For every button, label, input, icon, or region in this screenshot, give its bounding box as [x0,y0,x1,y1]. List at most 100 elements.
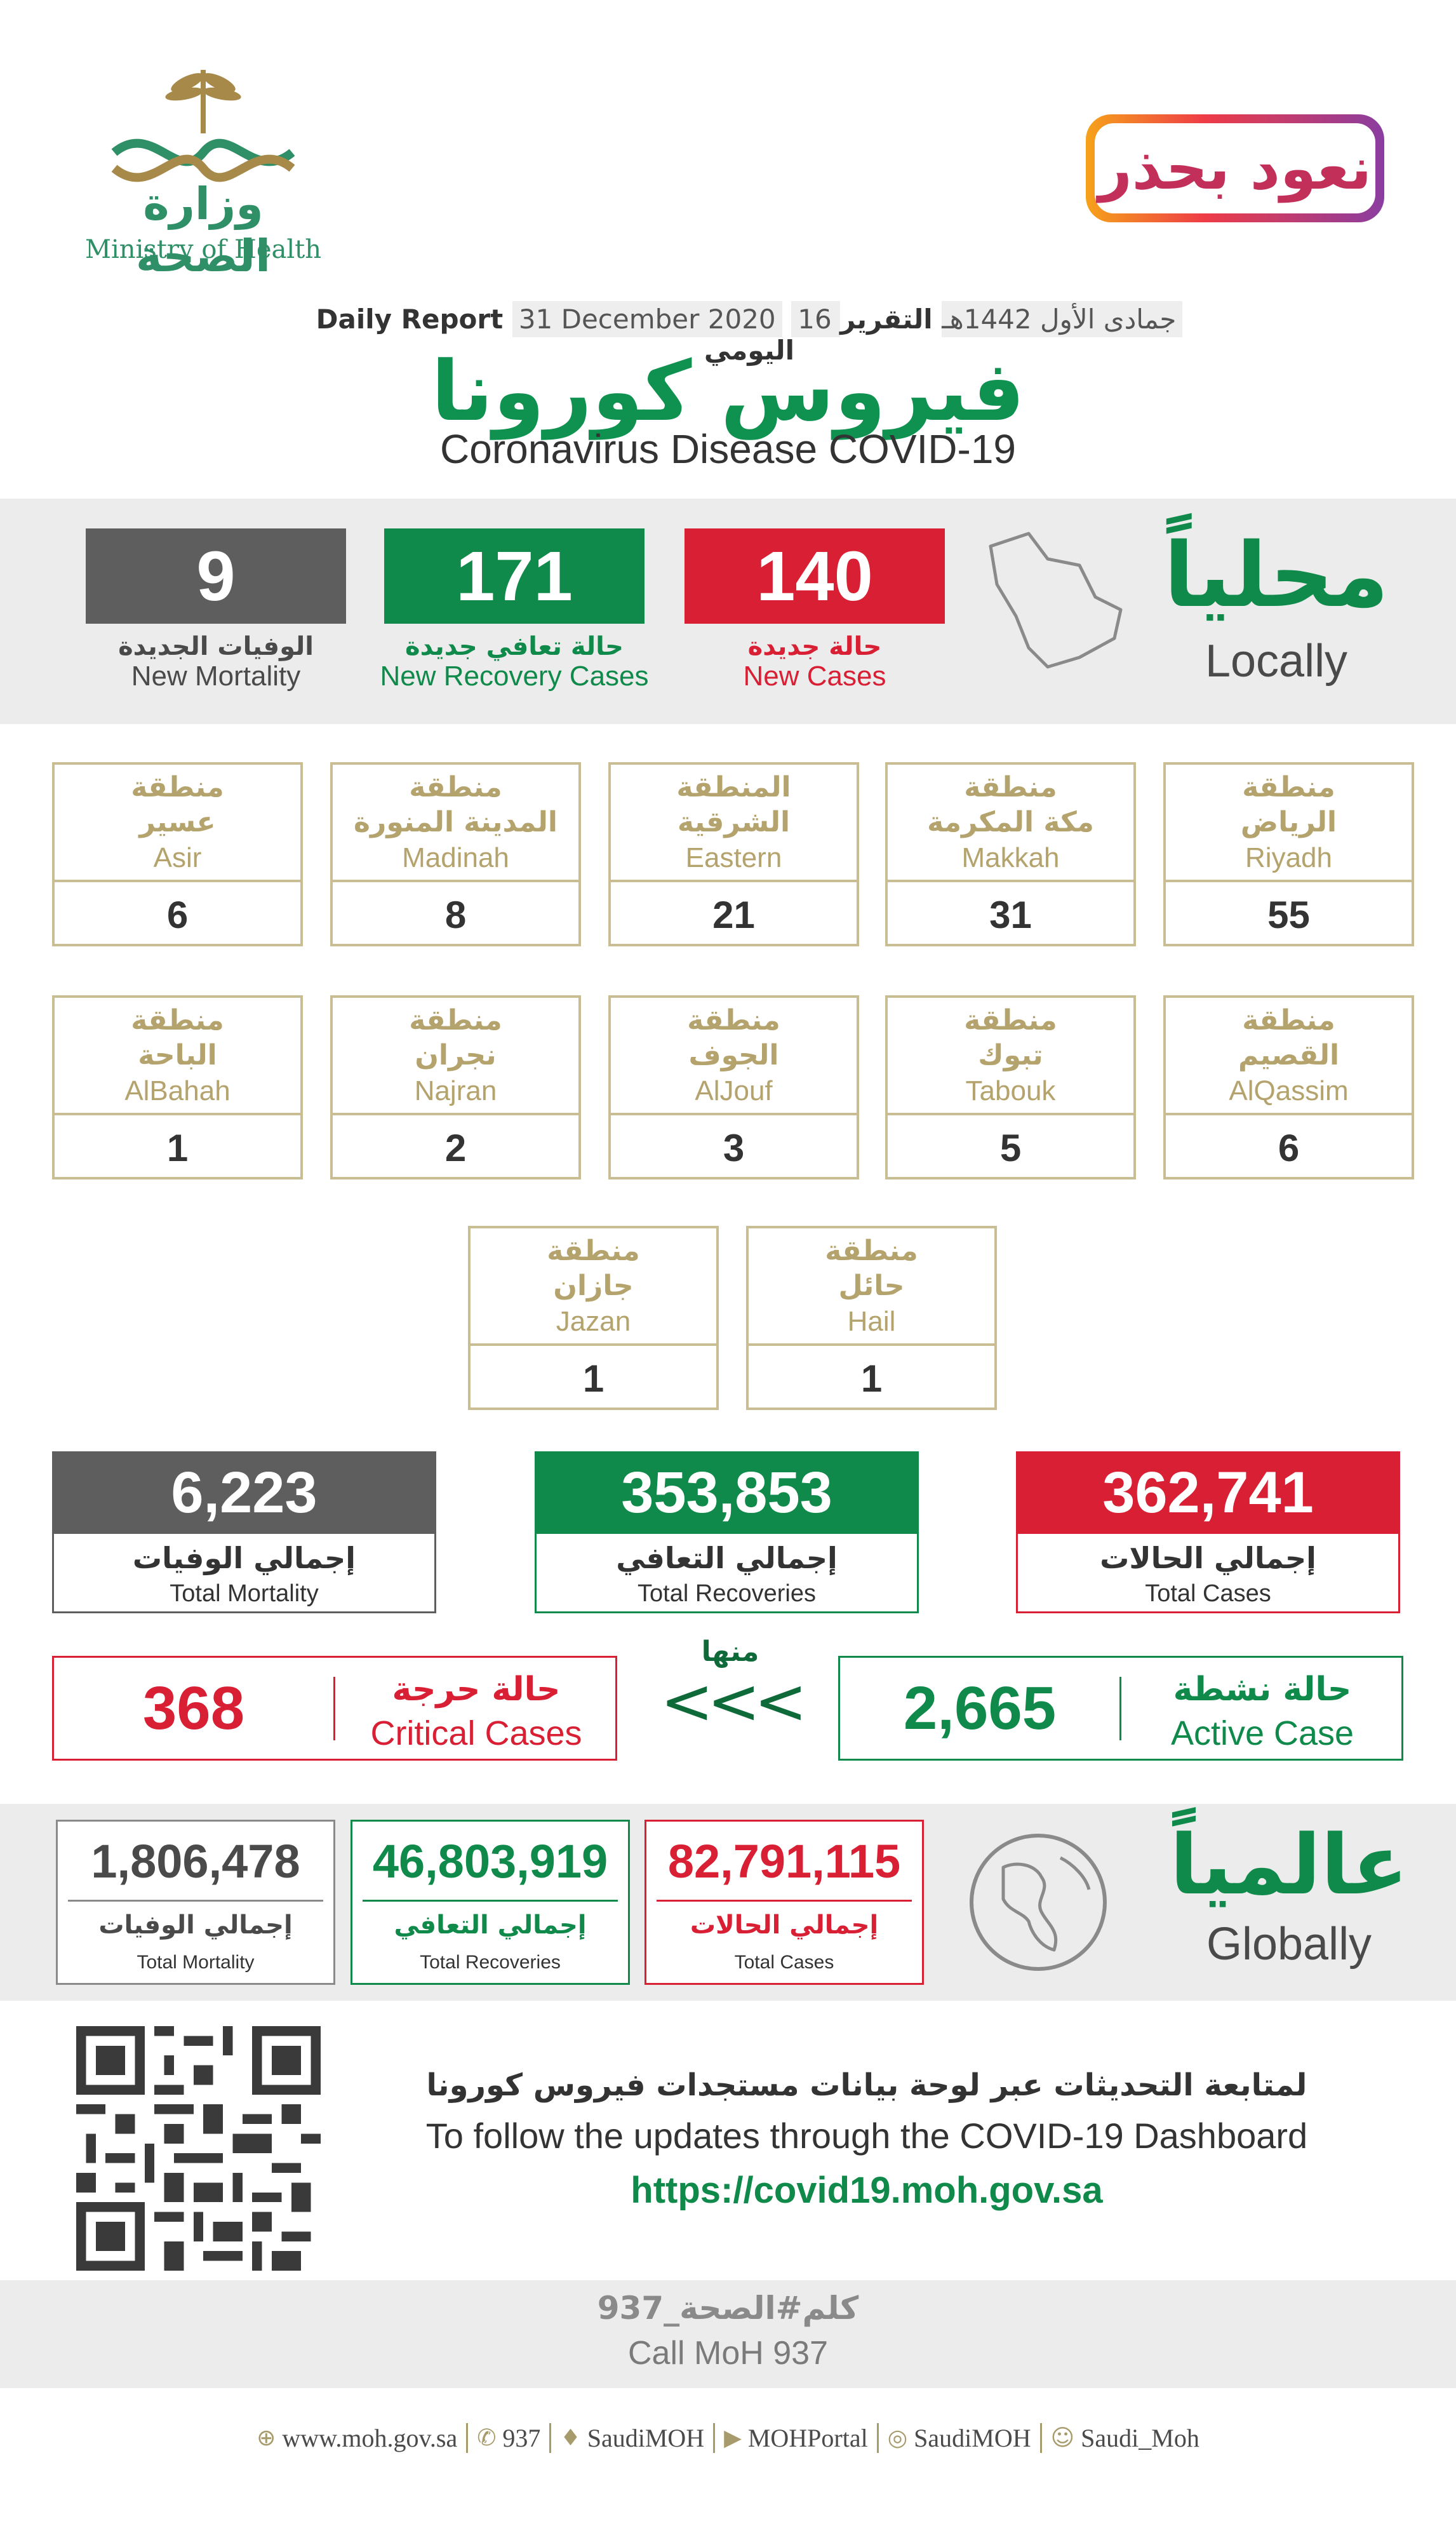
global-recoveries-divider [363,1900,618,1902]
active-cases-card: 2,665 حالة نشطة Active Case [838,1656,1403,1761]
call-hashtag: كلم#الصحة_937 [597,2290,859,2327]
region-header: منطقة المدينة المنورة Madinah [333,765,578,882]
region-name-en: Hail [847,1306,896,1337]
social-link[interactable]: ◎ SaudiMOH [879,2423,1042,2453]
report-label-ar: التقرير اليومي [704,304,933,366]
region-name-ar: القصيم [1238,1039,1340,1072]
social-link[interactable]: ☺ Saudi_Moh [1042,2423,1208,2453]
total-cases-value: 362,741 [1016,1451,1400,1534]
total-recoveries-card: 353,853 إجمالي التعافي Total Recoveries [535,1451,919,1613]
region-name-ar: تبوك [978,1039,1043,1072]
social-link[interactable]: ♦ SaudiMOH [551,2423,716,2453]
new-cases-value: 140 [685,528,945,624]
region-card: منطقة الباحة AlBahah 1 [52,995,303,1179]
global-mortality-label-ar: إجمالي الوفيات [98,1911,293,1940]
new-cases-label-en: New Cases [743,661,886,692]
social-link[interactable]: ⊕ www.moh.gov.sa [248,2423,469,2453]
region-value: 5 [999,1126,1022,1169]
social-link[interactable]: ▶ MOHPortal [715,2423,879,2453]
new-recovery-label-en: New Recovery Cases [380,661,649,692]
region-name-ar: نجران [415,1039,497,1072]
global-recoveries-label-ar: إجمالي التعافي [394,1911,587,1940]
dashboard-text-en: To follow the updates through the COVID-… [425,2116,1308,2156]
region-value: 31 [989,893,1032,936]
social-link-text: SaudiMOH [587,2424,705,2452]
region-name-ar: الرياض [1240,806,1337,838]
global-mortality-card: 1,806,478 إجمالي الوفيات Total Mortality [56,1820,335,1985]
globe-icon [970,1834,1107,1971]
region-name-en: Riyadh [1245,842,1332,873]
critical-divider [333,1677,335,1740]
region-prefix: منطقة [964,771,1057,803]
social-link-text: SaudiMOH [914,2424,1031,2452]
region-header: منطقة تبوك Tabouk [888,998,1133,1115]
call-section [0,2280,1456,2388]
total-recoveries-value: 353,853 [535,1451,919,1534]
region-prefix: منطقة [547,1235,640,1267]
region-header: منطقة عسير Asir [55,765,300,882]
campaign-logo: نعود بحذر [1086,114,1384,222]
region-name-en: AlJouf [695,1075,773,1106]
new-mortality-label-ar: الوفيات الجديدة [118,632,314,661]
social-link[interactable]: ✆ 937 [468,2423,552,2453]
new-mortality-value: 9 [86,528,346,624]
global-mortality-divider [68,1900,323,1902]
saudi-map-icon [989,532,1123,669]
region-header: منطقة القصيم AlQassim [1166,998,1412,1115]
social-link-text: www.moh.gov.sa [282,2424,458,2452]
region-prefix: منطقة [131,771,224,803]
region-value: 6 [1278,1126,1300,1169]
region-prefix: منطقة [1242,1004,1335,1037]
global-recoveries-card: 46,803,919 إجمالي التعافي Total Recoveri… [351,1820,630,1985]
region-card: منطقة المدينة المنورة Madinah 8 [330,762,581,946]
qr-code-icon[interactable] [76,2026,321,2271]
social-link-text: Saudi_Moh [1081,2424,1199,2452]
region-card: منطقة القصيم AlQassim 6 [1163,995,1414,1179]
active-divider [1119,1677,1121,1740]
page-title-en: Coronavirus Disease COVID-19 [440,426,1016,472]
region-prefix: منطقة [409,771,502,803]
region-card: منطقة نجران Najran 2 [330,995,581,1179]
snapchat-icon: ☺ [1050,2425,1075,2451]
region-name-ar: المدينة المنورة [354,806,558,838]
region-prefix: منطقة [131,1004,224,1037]
globally-label-en: Globally [1206,1919,1372,1970]
region-header: منطقة مكة المكرمة Makkah [888,765,1133,882]
new-recovery-value: 171 [384,528,645,624]
region-name-ar: الجوف [688,1039,779,1072]
dashboard-link[interactable]: https://covid19.moh.gov.sa [631,2170,1103,2211]
region-header: منطقة نجران Najran [333,998,578,1115]
total-mortality-value: 6,223 [52,1451,436,1534]
region-name-en: Tabouk [965,1075,1056,1106]
globe-icon: ⊕ [257,2425,276,2451]
ministry-name-en: Ministry of Health [85,235,321,264]
total-mortality-label-en: Total Mortality [170,1580,319,1607]
region-name-ar: الشرقية [677,806,791,838]
youtube-icon: ▶ [724,2425,742,2451]
region-name-en: Madinah [402,842,509,873]
region-name-ar: حائل [838,1270,905,1302]
region-card: منطقة الرياض Riyadh 55 [1163,762,1414,946]
of-which-label: منها [701,1636,759,1668]
region-name-en: AlQassim [1229,1075,1349,1106]
active-cases-value: 2,665 [903,1674,1057,1742]
region-card: منطقة مكة المكرمة Makkah 31 [885,762,1136,946]
region-card: المنطقة الشرقية Eastern 21 [608,762,859,946]
region-value: 1 [860,1357,883,1400]
critical-cases-label-ar: حالة حرجة [392,1670,561,1709]
region-value: 2 [444,1126,467,1169]
region-card: منطقة جازان Jazan 1 [468,1226,719,1410]
region-prefix: منطقة [1242,771,1335,803]
region-value: 3 [723,1126,745,1169]
report-date: 31 December 2020 [512,301,782,337]
region-prefix: منطقة [409,1004,502,1037]
dashboard-text-ar: لمتابعة التحديثات عبر لوحة بيانات مستجدا… [426,2067,1307,2103]
region-prefix: منطقة [964,1004,1057,1037]
region-value: 21 [712,893,755,936]
region-card: منطقة حائل Hail 1 [746,1226,997,1410]
new-mortality-label-en: New Mortality [131,661,301,692]
region-name-en: Makkah [961,842,1060,873]
global-cases-card: 82,791,115 إجمالي الحالات Total Cases [645,1820,924,1985]
region-prefix: منطقة [825,1235,918,1267]
region-name-en: Asir [153,842,202,873]
